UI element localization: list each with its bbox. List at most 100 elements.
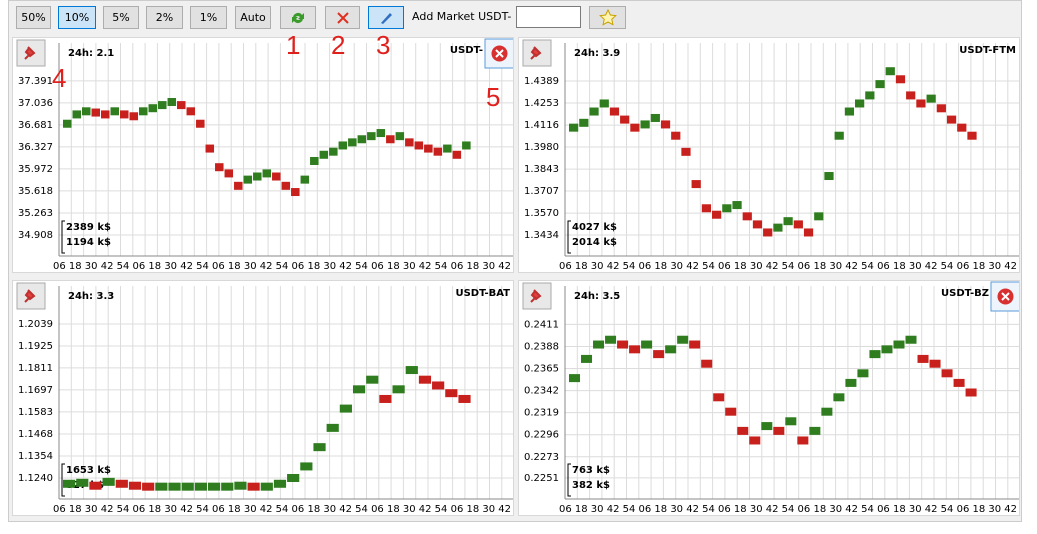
favorite-button[interactable] (589, 6, 626, 29)
candle (671, 131, 681, 140)
pen-button[interactable] (368, 6, 404, 29)
candle (418, 375, 432, 384)
candle (63, 119, 72, 128)
candle (691, 180, 701, 189)
candle (773, 426, 785, 435)
clear-button[interactable] (325, 6, 360, 29)
candle (579, 118, 589, 127)
candle (102, 477, 115, 486)
y-tick-label: 1.3980 (524, 142, 559, 153)
y-tick-label: 37.036 (18, 98, 53, 109)
y-tick-label: 1.3434 (524, 230, 559, 241)
candle (205, 144, 215, 153)
panel-title: USDT- (450, 45, 483, 56)
candle (63, 479, 76, 488)
candle (194, 482, 207, 491)
candle (310, 156, 319, 165)
candle (905, 335, 917, 344)
candle (665, 345, 677, 354)
candle (177, 101, 186, 110)
x-tick-labels: 06 18 30 42 54 06 18 30 42 54 06 18 30 4… (559, 261, 1019, 272)
candle (458, 394, 471, 403)
candle (650, 113, 660, 122)
change-label: 24h: 3.5 (574, 291, 620, 302)
candle (761, 422, 773, 431)
pin-button[interactable] (16, 282, 46, 310)
candle (367, 132, 376, 141)
candle (91, 108, 101, 117)
zoom-button[interactable]: 2% (146, 6, 183, 29)
y-tick-label: 0.2411 (524, 319, 559, 330)
y-tick-label: 36.327 (18, 142, 53, 153)
volume-bracket (567, 220, 571, 254)
close-button[interactable] (990, 281, 1019, 312)
candle (906, 91, 916, 100)
candle (929, 359, 941, 368)
volume-label: 1194 k$ (66, 237, 111, 248)
candle (291, 188, 300, 197)
candle (181, 482, 194, 491)
y-tick-label: 0.2273 (524, 452, 559, 463)
candle (243, 175, 253, 184)
zoom-button[interactable]: 5% (103, 6, 139, 29)
candle (916, 99, 926, 108)
close-button[interactable] (484, 38, 513, 69)
pin-icon (530, 46, 542, 60)
pin-button[interactable] (16, 39, 46, 67)
candle (262, 169, 272, 178)
panel-title: USDT-BZ (941, 288, 989, 299)
candle (797, 436, 809, 445)
y-tick-label: 1.1240 (18, 473, 53, 484)
candle (101, 110, 110, 119)
y-tick-label: 1.3707 (524, 186, 559, 197)
candle (405, 366, 418, 375)
candle (713, 393, 725, 402)
candle (569, 374, 581, 383)
candle (653, 350, 665, 359)
candle (300, 462, 313, 471)
candle (773, 223, 783, 232)
market-input[interactable] (516, 6, 581, 28)
candle (640, 120, 650, 129)
chart-panel: 31.20391.19251.18111.16971.15831.14681.1… (12, 280, 514, 516)
candle (155, 482, 168, 491)
candle (313, 443, 326, 452)
candle (253, 172, 262, 181)
zoom-button[interactable]: 1% (190, 6, 227, 29)
candle (581, 354, 593, 363)
candle (273, 479, 287, 488)
y-tick-label: 1.1697 (18, 385, 53, 396)
candle (965, 388, 977, 397)
candle (701, 204, 712, 213)
zoom-button[interactable]: 50% (16, 6, 51, 29)
candle (845, 378, 857, 387)
candle (869, 350, 881, 359)
candle (749, 436, 761, 445)
chart-panel: 5 37.391 37.036 36.681 36.327 35.972 35.618 35.… (12, 37, 514, 273)
close-bg (990, 281, 1019, 312)
zoom-button[interactable]: Auto (235, 6, 271, 29)
annotation: 1 (286, 30, 301, 60)
candle (129, 112, 139, 121)
candle (234, 181, 243, 190)
panel-title: USDT-FTM (959, 45, 1016, 56)
pin-button[interactable] (522, 282, 552, 310)
candle (432, 381, 445, 390)
candle (803, 228, 814, 237)
refresh-button[interactable] (280, 6, 316, 29)
candle (281, 181, 291, 190)
volume-label: 2389 k$ (66, 222, 111, 233)
pin-button[interactable] (522, 39, 552, 67)
zoom-button[interactable]: 10% (58, 6, 96, 29)
candle (885, 67, 895, 76)
volume-label: 4027 k$ (572, 222, 617, 233)
star-icon (598, 8, 617, 26)
y-tick-label: 1.1468 (18, 429, 53, 440)
candle (76, 478, 89, 487)
candle (660, 120, 671, 129)
candle (630, 123, 640, 132)
candle (260, 482, 273, 491)
candle (142, 482, 155, 491)
y-tick-label: 0.2296 (524, 430, 559, 441)
candle (814, 212, 824, 221)
